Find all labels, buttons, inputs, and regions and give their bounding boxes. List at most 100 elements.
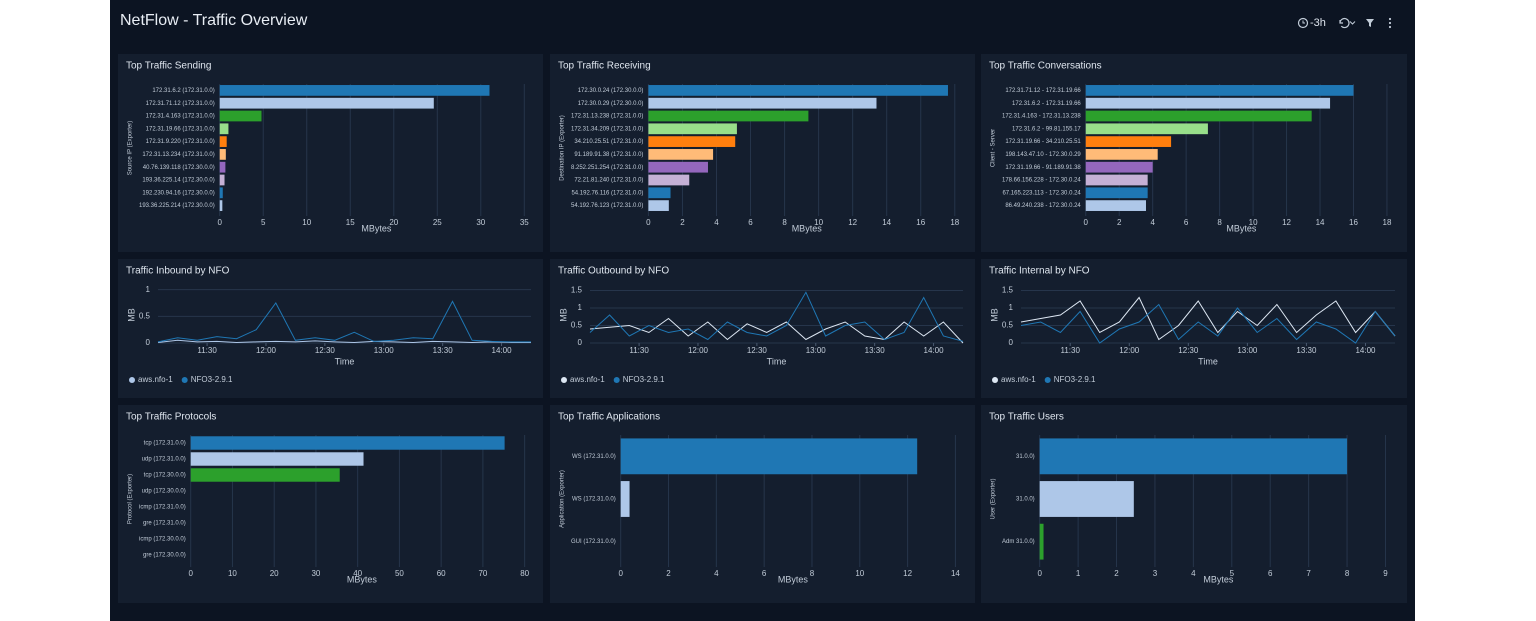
legend-marker[interactable] bbox=[1044, 377, 1051, 383]
bar bbox=[219, 110, 262, 122]
y-tick-label: 54.192.76.116 (172.31.0.0) bbox=[571, 190, 643, 196]
panel: Top Traffic Conversations 172.31.71.12 - … bbox=[981, 54, 1407, 252]
y-axis-title: MB bbox=[126, 308, 136, 322]
x-tick-label: 6 bbox=[1184, 218, 1189, 227]
legend-marker[interactable] bbox=[561, 377, 567, 383]
bar bbox=[1085, 97, 1331, 109]
bar bbox=[1039, 481, 1134, 517]
clock-hand bbox=[1302, 20, 1305, 24]
x-tick-label: 13:00 bbox=[374, 346, 395, 355]
y-tick-label: 67.165.223.113 - 172.30.0.24 bbox=[1002, 190, 1081, 196]
y-tick-label: icmp (172.30.0.0) bbox=[139, 537, 186, 543]
y-tick-label: 0 bbox=[1009, 338, 1014, 347]
x-tick-label: 16 bbox=[916, 218, 925, 227]
bar bbox=[648, 136, 736, 147]
x-tick-label: 3 bbox=[1153, 569, 1158, 578]
x-tick-label: 8 bbox=[1217, 218, 1222, 227]
x-tick-label: 30 bbox=[476, 218, 485, 227]
line bbox=[1020, 296, 1396, 341]
dashboard-title: NetFlow - Traffic Overview bbox=[120, 12, 308, 29]
x-tick-label: 25 bbox=[433, 218, 442, 227]
x-tick-label: 14:00 bbox=[1355, 346, 1376, 355]
refresh-menu[interactable] bbox=[1349, 21, 1356, 25]
y-tick-label: 8.252.251.254 (172.31.0.0) bbox=[571, 165, 643, 171]
refresh-icon[interactable] bbox=[1339, 17, 1350, 29]
bar bbox=[648, 200, 669, 211]
line bbox=[157, 300, 531, 343]
x-tick-label: 12:00 bbox=[256, 346, 277, 355]
x-axis-title: Time bbox=[767, 356, 787, 366]
x-tick-label: 8 bbox=[1345, 569, 1350, 578]
y-tick-label: 172.31.9.220 (172.31.0.0) bbox=[146, 139, 215, 145]
y-tick-label: 193.36.225.14 (172.30.0.0) bbox=[142, 178, 214, 184]
x-tick-label: 14 bbox=[951, 569, 960, 578]
x-tick-label: 1 bbox=[1076, 569, 1081, 578]
x-tick-label: 8 bbox=[810, 569, 815, 578]
chart: Top Traffic Receiving 172.30.0.24 (172.30… bbox=[558, 61, 960, 234]
line bbox=[589, 291, 964, 342]
y-tick-label: 1 bbox=[1009, 303, 1014, 312]
y-tick-label: 178.66.156.228 - 172.30.0.24 bbox=[1002, 178, 1081, 184]
x-axis-title: Time bbox=[1198, 356, 1218, 366]
x-tick-label: 13:00 bbox=[806, 346, 827, 355]
legend-marker[interactable] bbox=[181, 377, 188, 383]
legend-label: NFO3-2.9.1 bbox=[1054, 375, 1096, 384]
bar bbox=[219, 149, 226, 160]
bar bbox=[1085, 110, 1312, 122]
time-range[interactable]: -3h bbox=[1310, 17, 1326, 29]
y-tick-label: 172.31.19.66 - 91.189.91.38 bbox=[1005, 165, 1081, 171]
bar bbox=[219, 187, 223, 199]
bar bbox=[648, 161, 708, 173]
y-tick-label: 0.5 bbox=[139, 311, 151, 320]
y-tick-label: 31.0.0) bbox=[1016, 454, 1035, 460]
bar bbox=[648, 123, 737, 135]
bar bbox=[219, 97, 434, 109]
y-tick-label: 172.31.71.12 - 172.31.19.66 bbox=[1005, 88, 1081, 94]
x-tick-label: 6 bbox=[748, 218, 753, 227]
y-axis-title: MB bbox=[989, 308, 999, 322]
x-tick-label: 7 bbox=[1306, 569, 1311, 578]
dashboard: NetFlow - Traffic Overview -3h Top Traff… bbox=[110, 0, 1415, 621]
x-tick-label: 6 bbox=[1268, 569, 1273, 578]
legend-marker[interactable] bbox=[613, 377, 620, 383]
bar bbox=[1085, 200, 1146, 211]
x-tick-label: 10 bbox=[228, 569, 237, 578]
y-tick-label: 0.5 bbox=[571, 321, 583, 330]
panel-title: Top Traffic Sending bbox=[126, 61, 211, 72]
x-tick-label: 18 bbox=[950, 218, 959, 227]
more-icon[interactable] bbox=[1388, 17, 1392, 29]
y-axis-title: Client - Server bbox=[991, 129, 997, 167]
y-tick-label: 172.31.19.66 (172.31.0.0) bbox=[146, 126, 215, 132]
line bbox=[589, 317, 964, 344]
panel-title: Top Traffic Users bbox=[989, 412, 1064, 423]
x-tick-label: 11:30 bbox=[629, 346, 649, 355]
x-tick-label: 11:30 bbox=[197, 346, 217, 355]
bar bbox=[1085, 149, 1158, 160]
y-tick-label: 40.76.139.118 (172.30.0.0) bbox=[143, 165, 215, 171]
x-tick-label: 10 bbox=[855, 569, 864, 578]
x-tick-label: 10 bbox=[1249, 218, 1258, 227]
clock-icon[interactable] bbox=[1297, 17, 1309, 29]
y-tick-label: WS (172.31.0.0) bbox=[572, 454, 616, 460]
legend-marker[interactable] bbox=[992, 377, 998, 383]
y-tick-label: 172.31.34.209 (172.31.0.0) bbox=[571, 126, 643, 132]
x-tick-label: 14:00 bbox=[924, 346, 945, 355]
panel: Top Traffic Users 31.0.0) 31.0.0) Adm 31.0.… bbox=[981, 405, 1407, 603]
x-tick-label: 12 bbox=[848, 218, 857, 227]
y-tick-label: 72.21.81.240 (172.31.0.0) bbox=[574, 178, 643, 184]
filter-icon[interactable] bbox=[1366, 19, 1374, 27]
x-tick-label: 13:00 bbox=[1237, 346, 1258, 355]
x-axis-title: MBytes bbox=[347, 574, 378, 584]
bar bbox=[190, 452, 364, 466]
x-tick-label: 0 bbox=[1037, 569, 1042, 578]
panel-title: Traffic Inbound by NFO bbox=[126, 266, 230, 277]
legend-marker[interactable] bbox=[129, 377, 135, 383]
y-tick-label: 172.31.71.12 (172.31.0.0) bbox=[146, 101, 215, 107]
bar bbox=[219, 200, 223, 211]
bar bbox=[219, 85, 490, 96]
x-tick-label: 0 bbox=[618, 569, 623, 578]
line bbox=[157, 339, 531, 344]
y-tick-label: 172.31.13.234 (172.31.0.0) bbox=[142, 152, 214, 158]
chart: Top Traffic Users 31.0.0) 31.0.0) Adm 31.0.… bbox=[989, 412, 1388, 585]
